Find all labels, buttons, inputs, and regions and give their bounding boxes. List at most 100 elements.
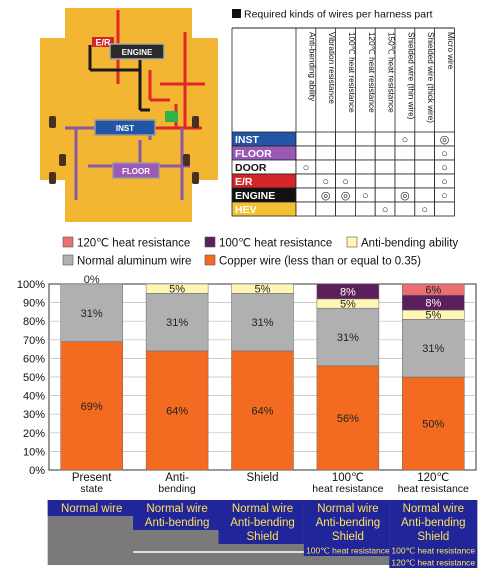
- table-cell: [374, 131, 396, 147]
- table-mark: ◎: [341, 190, 351, 202]
- bar-value-label: 6%: [425, 285, 441, 297]
- bar-segment: [145, 293, 209, 352]
- table-row-label: INST: [235, 134, 260, 146]
- table-cell: [295, 145, 317, 161]
- stacked-bar-chart: 0% 10% 20% 30% 40% 50% 60% 70% 80% 90% 100% 69% 31% 0…: [17, 274, 477, 495]
- table-row-label: FLOOR: [235, 148, 272, 160]
- legend-swatch: [204, 254, 216, 266]
- bar-value-label: 31%: [422, 343, 444, 355]
- x-tick-label: Shield: [247, 472, 279, 484]
- inst-label: INST: [116, 124, 134, 133]
- wire-box-small-label: 100℃ heat resistance: [306, 546, 390, 556]
- chart-legend: 120℃ heat resistance 100℃ heat resistance…: [62, 236, 458, 268]
- table-cell: [374, 187, 396, 203]
- table-mark: ○: [402, 134, 409, 146]
- legend-label: Normal aluminum wire: [77, 256, 191, 268]
- er-label: E/R: [95, 38, 111, 48]
- table-cell: [354, 145, 376, 161]
- bar-value-label: 5%: [169, 284, 185, 296]
- harness-diagram: E/R ENGINE INST FLOOR: [40, 8, 218, 222]
- table-column-header: Micro wire: [446, 32, 455, 70]
- wire-box-label: Normal wire: [403, 503, 464, 515]
- table-cell: [354, 173, 376, 189]
- y-tick-label: 50%: [23, 372, 45, 384]
- connector: [49, 116, 56, 128]
- table-mark: ○: [441, 162, 448, 174]
- y-tick-label: 60%: [23, 353, 45, 365]
- x-tick-label: heat resistance: [398, 483, 469, 495]
- table-cell: [354, 159, 376, 175]
- table-cell: [374, 145, 396, 161]
- table-mark: ○: [421, 204, 428, 216]
- table-title-marker: [232, 9, 241, 18]
- connector: [192, 172, 199, 184]
- table-mark: ○: [303, 162, 310, 174]
- table-cell: [374, 173, 396, 189]
- y-tick-label: 20%: [23, 428, 45, 440]
- x-tick-label: bending: [158, 483, 196, 495]
- table-column-header: Shielded wire (thin wire): [406, 32, 415, 120]
- table-cell: [374, 159, 396, 175]
- bar-value-label: 0%: [84, 274, 100, 286]
- bar-value-label: 64%: [251, 405, 273, 417]
- table-column-header: 150℃ heat resistance: [387, 32, 396, 113]
- connector: [59, 154, 66, 166]
- bar-value-label: 0%: [169, 274, 185, 286]
- bar-value-label: 8%: [340, 286, 356, 298]
- wire-box-label: Anti-bending: [145, 517, 210, 529]
- bar-value-label: 5%: [340, 299, 356, 311]
- bar-segment: [60, 283, 123, 342]
- table-column-header: 100℃ heat resistance: [347, 32, 356, 113]
- bar-value-label: 50%: [422, 419, 444, 431]
- y-tick-label: 0%: [29, 465, 45, 477]
- legend-swatch: [204, 236, 216, 248]
- floor-box: [112, 162, 160, 179]
- x-tick-label: state: [80, 483, 103, 495]
- vehicle-outline: [40, 8, 218, 222]
- table-mark: ○: [441, 190, 448, 202]
- engine-box: [109, 43, 165, 60]
- wire-box-label-band: [47, 500, 136, 516]
- bar-segment: [402, 376, 465, 471]
- bar-segment: [402, 319, 465, 378]
- table-cell: [335, 131, 356, 147]
- table-cell: [434, 201, 455, 217]
- wire-box-label: Normal wire: [61, 503, 122, 515]
- wire-box-small-band: [303, 544, 392, 556]
- legend-swatch: [346, 236, 358, 248]
- bar-segment: [316, 307, 380, 367]
- table-title: Required kinds of wires per harness part: [244, 9, 433, 21]
- connector: [192, 116, 199, 128]
- bar-value-label: 64%: [166, 405, 188, 417]
- bar-segment: [145, 350, 209, 471]
- bar-value-label: 69%: [81, 401, 103, 413]
- table-cell: [394, 159, 416, 175]
- table-cell: [414, 131, 435, 147]
- x-tick-label: 100℃: [332, 472, 364, 484]
- table-mark: ◎: [440, 134, 450, 146]
- table-column-header: Vibration resistance: [327, 32, 336, 104]
- table-cell: [315, 145, 336, 161]
- inst-box: [94, 119, 156, 136]
- y-tick-label: 90%: [23, 298, 45, 310]
- legend-swatch: [62, 254, 74, 266]
- wire-box-small-band: [389, 556, 478, 568]
- wire-box-label: Shield: [332, 531, 364, 543]
- table-mark: ○: [441, 176, 448, 188]
- table-cell: [414, 173, 435, 189]
- bar-value-label: 8%: [425, 298, 441, 310]
- table-mark: ○: [382, 204, 389, 216]
- bar-value-label: 31%: [166, 317, 188, 329]
- wire-box-label-band: [218, 500, 307, 544]
- legend-label: 100℃ heat resistance: [219, 238, 332, 250]
- y-tick-label: 80%: [23, 316, 45, 328]
- bar-value-label: 31%: [251, 317, 273, 329]
- table-cell: [335, 201, 356, 217]
- wire-box-small-band: [389, 544, 478, 556]
- er-label-box: [92, 37, 114, 47]
- engine-label: ENGINE: [122, 48, 153, 57]
- table-row-label: ENGINE: [235, 190, 275, 202]
- table-mark: ○: [322, 176, 329, 188]
- table-cell: [394, 201, 416, 217]
- legend-label: Anti-bending ability: [361, 238, 458, 250]
